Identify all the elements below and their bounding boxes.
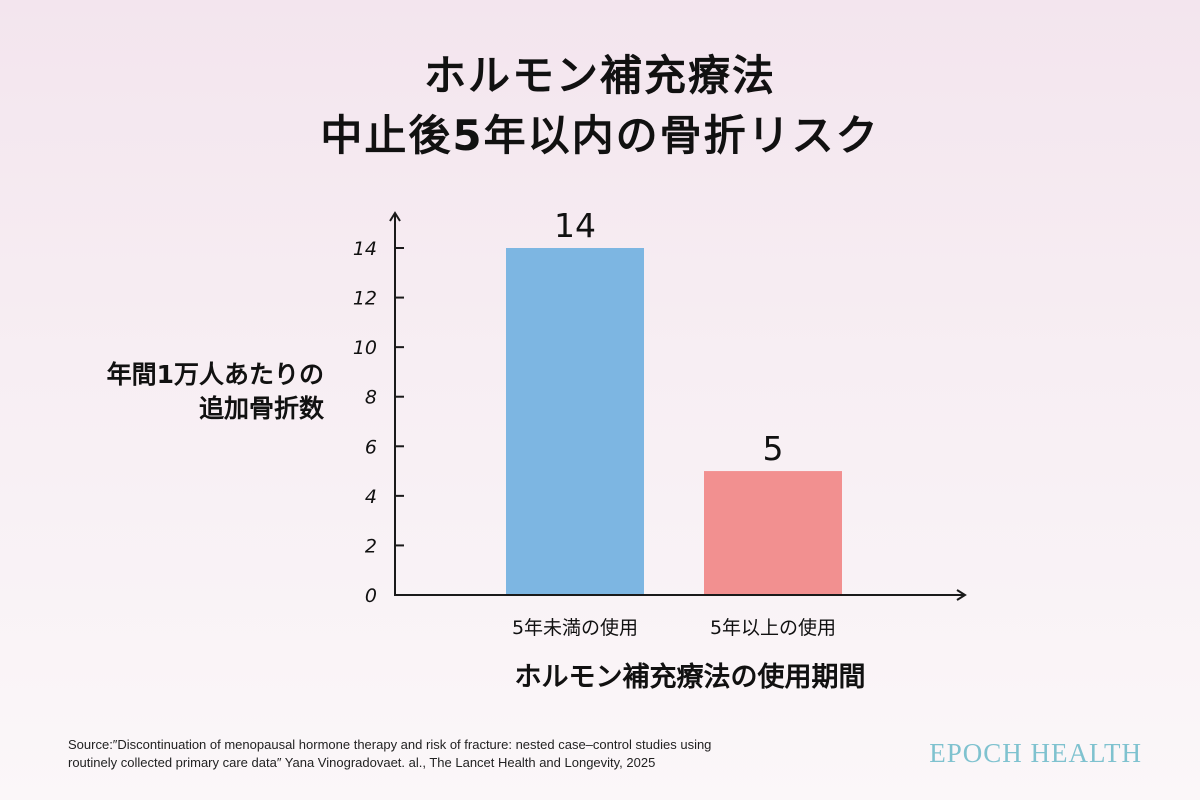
y-tick-label: 6 [365,436,377,458]
y-axis-label-line-2: 追加骨折数 [198,394,324,423]
chart-title-line-2: 中止後5年以内の骨折リスク [320,111,880,160]
y-axis-label-line-1: 年間1万人あたりの [106,360,324,389]
source-citation-line-2: routinely collected primary care data″ Y… [68,755,656,770]
x-category-label: 5年未満の使用 [512,617,638,639]
y-tick-label: 4 [365,486,377,508]
bar-value-label: 14 [554,206,596,245]
chart-title-line-1: ホルモン補充療法 [423,51,776,100]
y-tick-label: 2 [365,535,377,557]
bar-value-label: 5 [763,429,784,468]
y-tick-label: 12 [353,288,377,310]
x-axis-label: ホルモン補充療法の使用期間 [514,662,866,693]
y-axis-ticks: 0 2 4 6 8 10 12 14 [353,238,404,607]
bar-labels: 14 5年未満の使用 5 5年以上の使用 [512,206,836,639]
bar-1 [506,248,644,595]
bars [506,248,842,595]
x-category-label: 5年以上の使用 [710,617,836,639]
bar-2 [704,471,842,595]
y-tick-label: 14 [353,238,377,260]
brand-logo-text: EPOCH HEALTH [929,738,1142,768]
y-tick-label: 10 [353,337,377,359]
y-tick-label: 0 [365,585,377,607]
source-citation-line-1: Source:″Discontinuation of menopausal ho… [68,737,712,752]
y-tick-label: 8 [365,387,377,409]
